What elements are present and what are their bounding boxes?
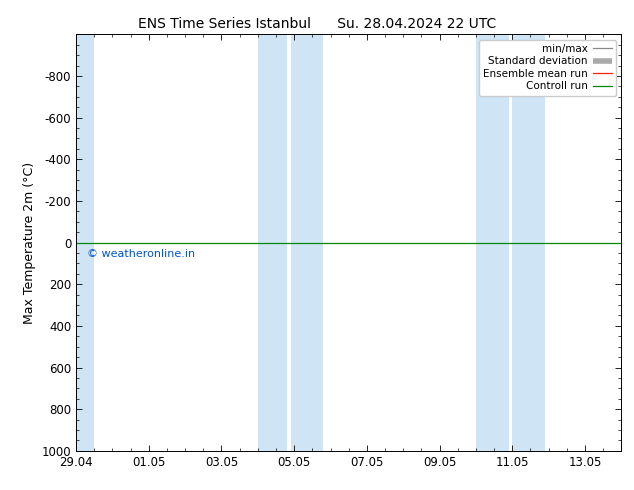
Legend: min/max, Standard deviation, Ensemble mean run, Controll run: min/max, Standard deviation, Ensemble me…	[479, 40, 616, 96]
Bar	[72, 34, 94, 451]
Y-axis label: Max Temperature 2m (°C): Max Temperature 2m (°C)	[23, 162, 36, 323]
Text: © weatheronline.in: © weatheronline.in	[87, 249, 195, 259]
Bar	[512, 34, 545, 451]
Bar	[258, 34, 287, 451]
Bar	[476, 34, 508, 451]
Text: ENS Time Series Istanbul      Su. 28.04.2024 22 UTC: ENS Time Series Istanbul Su. 28.04.2024 …	[138, 17, 496, 31]
Bar	[290, 34, 323, 451]
